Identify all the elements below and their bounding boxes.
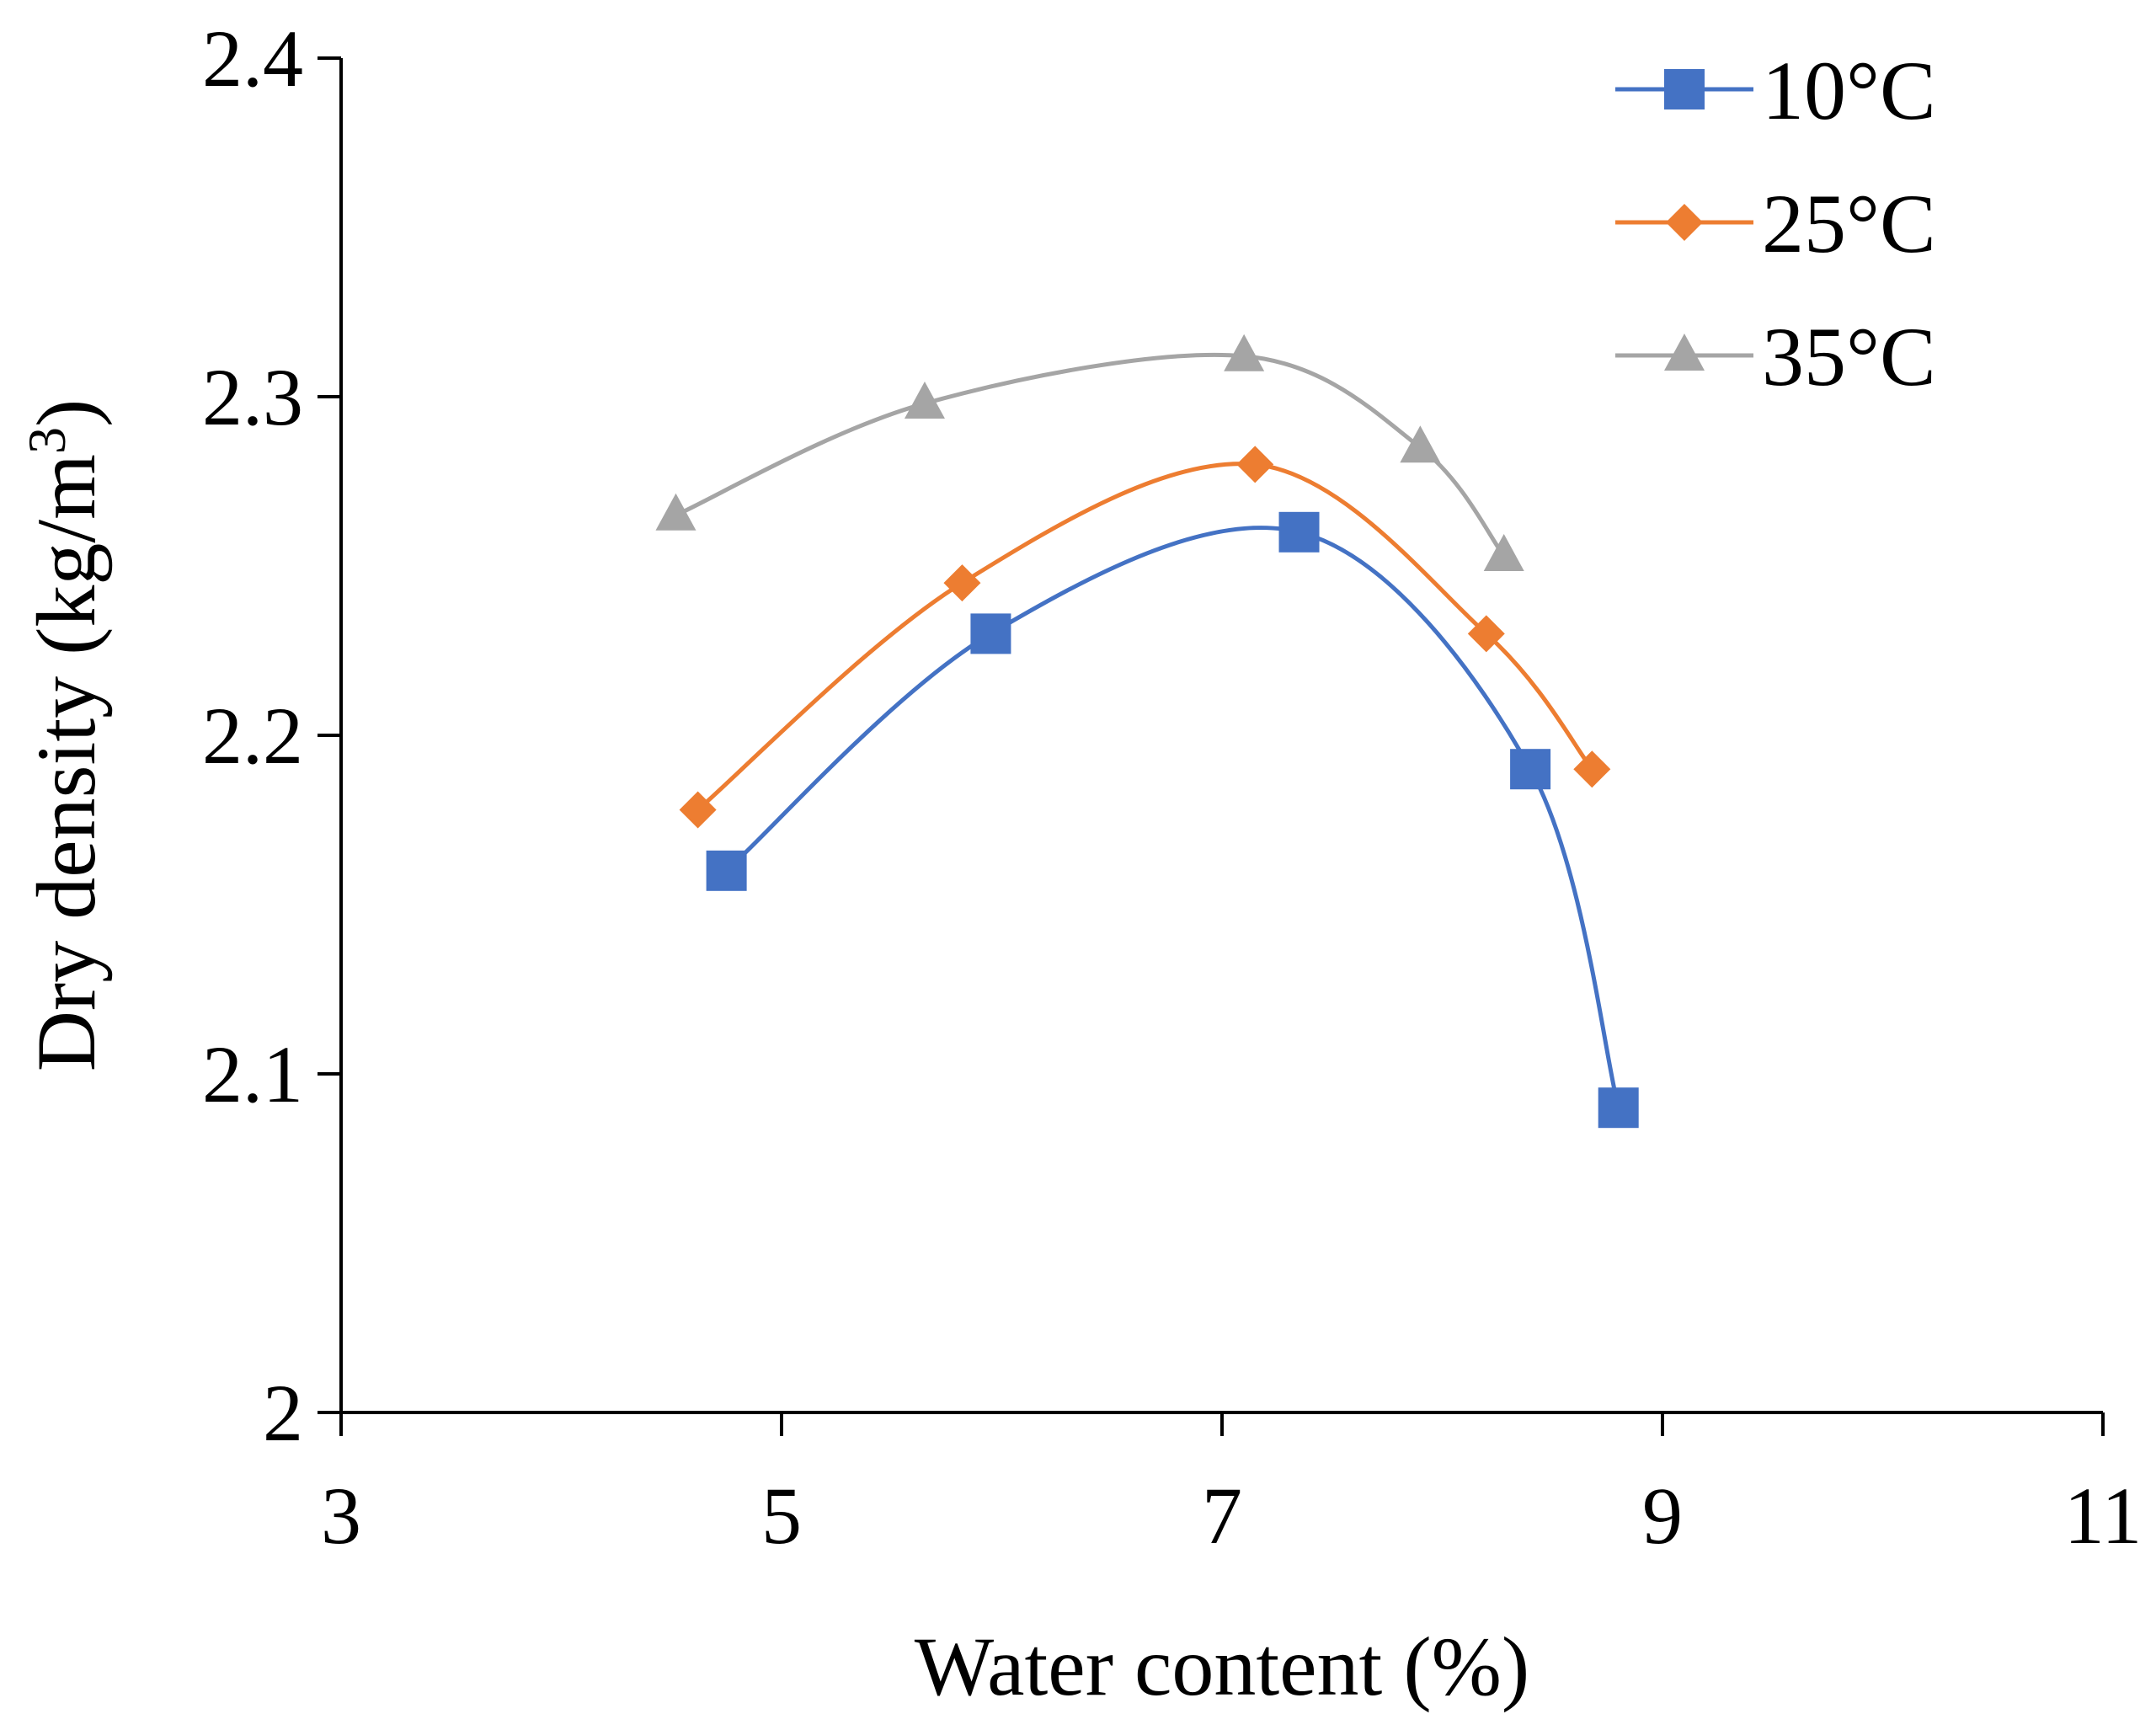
data-point-marker xyxy=(1236,446,1274,483)
series-line xyxy=(696,462,1594,812)
y-tick-label: 2.3 xyxy=(202,352,303,442)
legend-marker xyxy=(1666,204,1703,241)
x-tick-label: 9 xyxy=(1642,1471,1683,1561)
x-axis-title: Water content (%) xyxy=(915,1620,1529,1713)
y-axis-title: Dry density (kg/m3) xyxy=(17,399,114,1072)
legend-label: 10°C xyxy=(1762,44,1936,137)
data-point-marker xyxy=(1573,750,1611,788)
data-point-marker xyxy=(904,382,945,419)
legend: 10°C 25°C 35°C xyxy=(1615,44,1936,403)
y-tick-label: 2.4 xyxy=(202,13,303,104)
y-tick-label: 2.2 xyxy=(202,691,303,781)
legend-marker xyxy=(1664,334,1705,371)
data-point-marker xyxy=(1224,334,1265,371)
data-point-marker xyxy=(943,564,981,602)
y-tick-label: 2.1 xyxy=(202,1029,303,1119)
data-point-marker xyxy=(1400,425,1441,463)
y-axis-title-main: Dry density (kg/m xyxy=(19,454,113,1071)
y-axis-title-superscript: 3 xyxy=(17,427,77,454)
x-tick-label: 11 xyxy=(2064,1471,2142,1561)
data-point-marker xyxy=(655,493,696,531)
legend-marker xyxy=(1664,69,1705,109)
y-axis-title-close: ) xyxy=(19,399,113,427)
data-point-marker xyxy=(970,613,1011,654)
data-point-marker xyxy=(1278,511,1320,553)
data-point-marker xyxy=(1598,1087,1639,1129)
tick-labels: 3 5 7 9 11 2 2.1 2.2 2.3 2.4 xyxy=(202,13,2142,1561)
data-point-marker xyxy=(1483,533,1524,571)
data-point-marker xyxy=(679,791,717,829)
y-tick-label: 2 xyxy=(263,1368,303,1458)
series-markers xyxy=(655,334,1639,1129)
x-tick-label: 7 xyxy=(1202,1471,1242,1561)
x-tick-label: 5 xyxy=(761,1471,802,1561)
data-point-marker xyxy=(706,850,747,891)
data-point-marker xyxy=(1467,615,1505,653)
data-point-marker xyxy=(1510,749,1551,790)
legend-label: 25°C xyxy=(1762,177,1936,270)
tick-marks xyxy=(318,56,2105,1436)
x-tick-label: 3 xyxy=(321,1471,361,1561)
legend-label: 35°C xyxy=(1762,310,1936,403)
